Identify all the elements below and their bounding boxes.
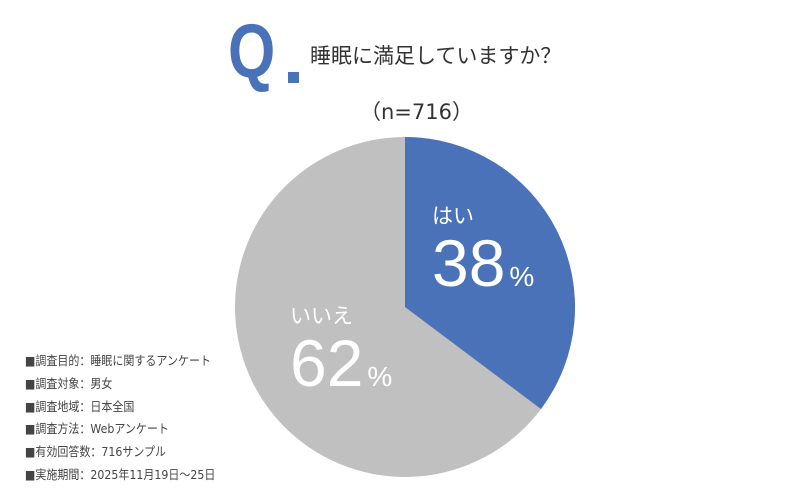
note-region: ■調査地域：日本全国 [25, 398, 135, 414]
label-no-unit: % [367, 361, 393, 392]
question-title: 睡眠に満足していますか？ [310, 44, 562, 68]
survey-notes: ■調査目的：睡眠に関するアンケート ■調査対象：男女 ■調査地域：日本全国 ■調… [25, 350, 215, 487]
q-mark: Q [228, 9, 275, 94]
note-target: ■調査対象：男女 [25, 375, 113, 391]
label-yes-category: はい [432, 205, 474, 228]
note-period: ■実施期間：2025年11月19日〜25日 [25, 466, 216, 482]
label-no: いいえ 62% [290, 300, 392, 396]
note-method: ■調査方法：Webアンケート [25, 421, 169, 437]
label-yes: はい 38% [432, 200, 534, 296]
sample-size: （n=716） [360, 100, 473, 124]
label-yes-value: 38 [432, 226, 506, 300]
q-dot [288, 72, 299, 83]
note-responses: ■有効回答数：716サンプル [25, 444, 167, 460]
note-purpose: ■調査目的：睡眠に関するアンケート [25, 353, 211, 368]
slice-yes [405, 137, 576, 409]
label-yes-unit: % [509, 261, 535, 292]
label-no-category: いいえ [290, 305, 353, 328]
label-no-value: 62 [290, 326, 364, 400]
